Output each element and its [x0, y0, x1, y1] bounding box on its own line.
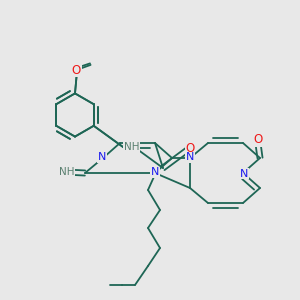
- Text: N: N: [186, 152, 194, 162]
- Text: O: O: [72, 64, 81, 76]
- Text: NH: NH: [124, 142, 139, 152]
- Text: N: N: [98, 152, 106, 162]
- Text: N: N: [151, 167, 159, 177]
- Text: NH: NH: [124, 142, 139, 152]
- Text: O: O: [72, 64, 81, 76]
- Text: O: O: [185, 142, 195, 154]
- Text: O: O: [254, 134, 263, 146]
- Text: N: N: [239, 169, 248, 178]
- Text: NH: NH: [59, 167, 75, 177]
